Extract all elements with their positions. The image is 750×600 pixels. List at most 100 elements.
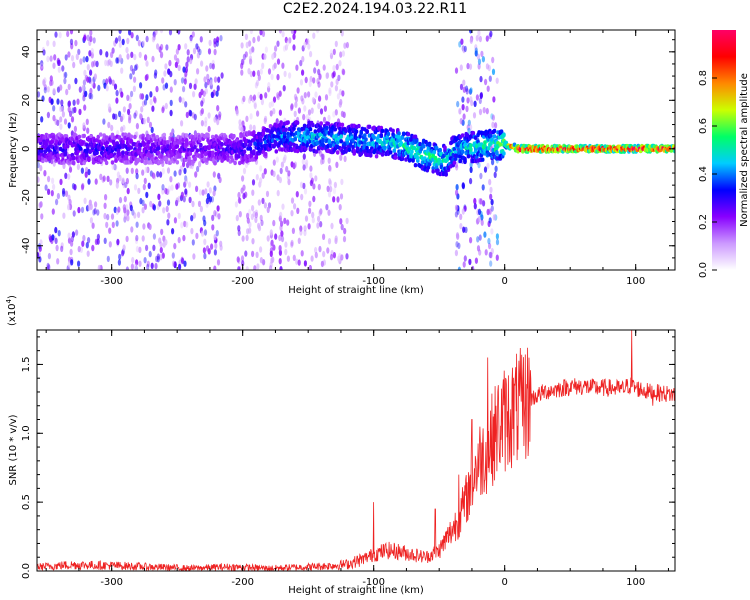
spectrogram-cell bbox=[242, 149, 247, 154]
spectrogram-cell bbox=[77, 260, 81, 267]
spectrogram-cell bbox=[135, 122, 139, 130]
spectrogram-cell bbox=[95, 150, 99, 155]
spectrogram-cell bbox=[308, 127, 313, 132]
spectrogram-cell bbox=[278, 30, 282, 34]
y-tick-label: -20 bbox=[21, 189, 32, 205]
spectrogram-cell bbox=[495, 238, 500, 246]
spectrogram-cell bbox=[328, 179, 332, 187]
spectrogram-cell bbox=[299, 181, 304, 188]
snr-panel: -300 -200 -100 0 100 0.0 0.5 1.0 1.5 Height of s… bbox=[5, 295, 676, 596]
spectrogram-cell bbox=[121, 38, 125, 46]
spectrogram-cell bbox=[37, 176, 40, 183]
spectrogram-cell bbox=[257, 35, 261, 42]
spectrogram-cell bbox=[455, 164, 459, 171]
spectrogram-cell bbox=[318, 72, 322, 80]
x-tick-label: -300 bbox=[100, 577, 123, 588]
spectrogram-cell bbox=[91, 244, 95, 252]
spectrogram-cell bbox=[279, 211, 283, 219]
spectrogram-cell bbox=[178, 263, 182, 270]
spectrogram-cell bbox=[318, 245, 322, 253]
spectrogram-cell bbox=[175, 197, 179, 204]
spectrogram-cell bbox=[392, 148, 397, 153]
spectrogram-cell bbox=[329, 52, 334, 60]
spectrogram-cell bbox=[80, 167, 84, 174]
spectrogram-cell bbox=[193, 156, 197, 162]
spectrogram-cell bbox=[461, 182, 465, 190]
spectrogram-cell bbox=[242, 192, 246, 200]
spectrogram-cell bbox=[108, 76, 112, 83]
spectrogram-cell bbox=[133, 112, 137, 119]
spectrogram-cell bbox=[233, 160, 237, 166]
spectrogram-cell bbox=[245, 41, 249, 49]
spectrogram-cell bbox=[396, 128, 400, 133]
spectrogram-cell bbox=[278, 215, 282, 222]
spectrogram-cell bbox=[70, 235, 74, 242]
spectrogram-cell bbox=[194, 78, 198, 85]
spectrogram-cell bbox=[379, 133, 384, 138]
spectrogram-cell bbox=[155, 134, 160, 140]
spectrogram-cell bbox=[438, 147, 443, 153]
spectrogram-cell bbox=[488, 208, 492, 215]
spectrogram-cell bbox=[200, 120, 204, 127]
spectrogram-cell bbox=[266, 206, 270, 214]
spectrogram-cell bbox=[186, 49, 190, 56]
spectrogram-cell bbox=[319, 121, 324, 126]
spectrogram-cell bbox=[180, 77, 185, 84]
snr-frame bbox=[36, 329, 676, 572]
spectrogram-cell bbox=[129, 73, 133, 80]
spectrogram-cell bbox=[261, 131, 266, 136]
spectrogram-cell bbox=[469, 30, 473, 34]
spectrogram-cell bbox=[170, 184, 174, 191]
spectrogram-cell bbox=[251, 205, 255, 212]
spectrogram-cell bbox=[71, 231, 75, 238]
spectrogram-cell bbox=[386, 131, 391, 137]
spectrogram-cell bbox=[205, 197, 209, 205]
spectrogram-cell bbox=[489, 30, 493, 38]
spectrogram-cell bbox=[186, 56, 190, 63]
spectrogram-cell bbox=[482, 200, 486, 207]
spectrogram-cell bbox=[293, 203, 297, 210]
spectrogram-cell bbox=[427, 142, 432, 148]
spectrogram-cell bbox=[323, 105, 327, 112]
spectrogram-cell bbox=[86, 127, 90, 134]
x-tick-label: -200 bbox=[231, 276, 254, 287]
x-tick-label: -100 bbox=[362, 276, 385, 287]
spectrogram-cell bbox=[46, 86, 50, 93]
spectrogram-cell bbox=[80, 206, 85, 214]
spectrogram-cell bbox=[219, 35, 223, 42]
spectrogram-cell bbox=[311, 216, 315, 224]
spectrogram-cell bbox=[469, 166, 473, 173]
spectrogram-cell bbox=[473, 197, 477, 205]
spectrogram-cell bbox=[303, 225, 307, 232]
spectrogram-cell bbox=[122, 106, 126, 113]
spectrogram-cell bbox=[228, 140, 233, 145]
spectrogram-cell bbox=[259, 93, 263, 101]
spectrogram-cell bbox=[114, 164, 118, 171]
spectrogram-cell bbox=[73, 106, 77, 114]
spectrogram-cell bbox=[133, 212, 137, 219]
spectrogram-cell bbox=[332, 252, 336, 259]
spectrogram-cell bbox=[256, 263, 260, 270]
spectrogram-cell bbox=[285, 165, 289, 173]
spectrogram-cell bbox=[276, 92, 280, 99]
spectrogram-cell bbox=[180, 256, 184, 263]
spectrogram-cell bbox=[291, 227, 295, 234]
spectrogram-cell bbox=[220, 142, 224, 147]
spectrogram-cell bbox=[206, 73, 210, 81]
spectrogram-cell bbox=[199, 36, 203, 43]
spectrogram-cell bbox=[196, 165, 200, 173]
spectrogram-cell bbox=[327, 138, 332, 144]
spectrogram-cell bbox=[131, 256, 135, 264]
spectrogram-cell bbox=[454, 249, 458, 257]
spectrogram-cell bbox=[203, 219, 207, 227]
spectrogram-cell bbox=[159, 246, 163, 254]
spectrogram-cell bbox=[124, 156, 129, 161]
spectrogram-cell bbox=[489, 133, 493, 139]
y-tick-label: 1.0 bbox=[21, 425, 32, 441]
spectrogram-cell bbox=[313, 67, 317, 74]
spectrogram-cell bbox=[338, 252, 342, 260]
spectrogram-cell bbox=[474, 44, 478, 51]
spectrogram-cell bbox=[115, 57, 119, 64]
spectrogram-cell bbox=[126, 94, 130, 102]
